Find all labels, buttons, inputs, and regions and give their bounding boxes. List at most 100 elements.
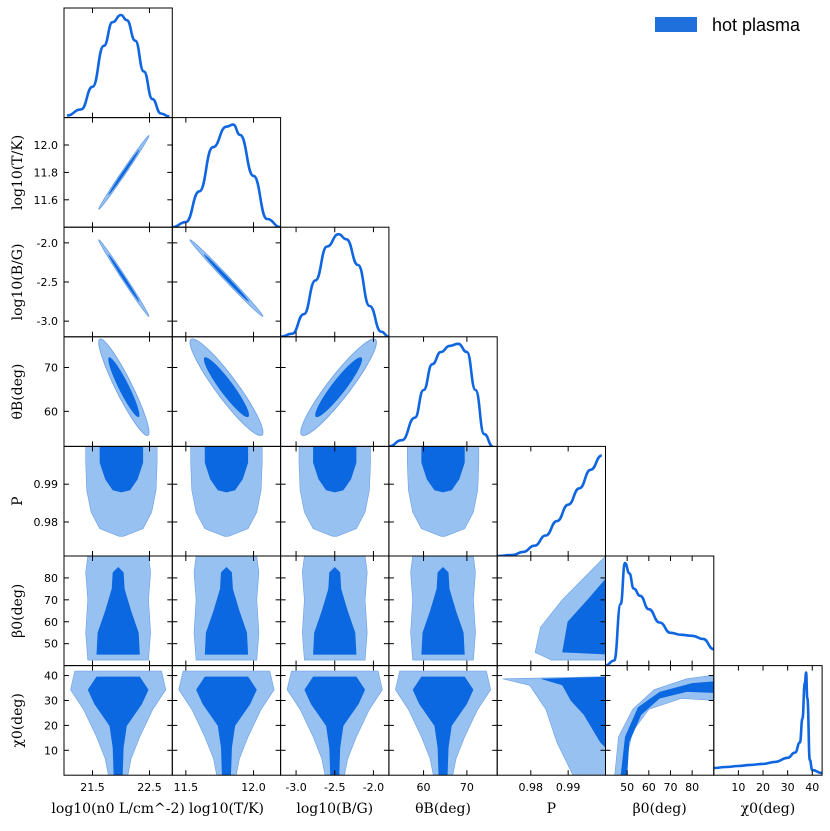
contour-logT-logB: [189, 239, 264, 317]
contour-logNL-thetaB: [98, 338, 150, 436]
x-tick-label: -2.0: [363, 781, 384, 794]
contour-68: [108, 149, 140, 196]
y-tick-label: -2.5: [37, 276, 58, 289]
contour-68: [108, 357, 140, 418]
x-axis-label-beta0: β0(deg): [633, 801, 687, 817]
marginal-curve-logT: [172, 123, 281, 228]
y-tick-label: 60: [44, 405, 58, 418]
contour-P-chi0: [502, 676, 606, 776]
y-tick-label: 11.8: [34, 166, 59, 179]
contour-logNL-logT: [98, 134, 150, 210]
contour-68: [203, 357, 249, 418]
contour-68: [620, 681, 714, 776]
x-axis-label-logT: log10(T/K): [189, 801, 264, 817]
marginal-curve-logNL: [66, 13, 170, 118]
contour-68: [204, 446, 249, 493]
x-tick-label: 40: [805, 781, 819, 794]
contour-logB-thetaB: [300, 338, 377, 436]
x-tick-label: 30: [781, 781, 795, 794]
x-tick-label: -3.0: [285, 781, 306, 794]
y-axis-label-logB: log10(B/G): [10, 244, 26, 321]
y-tick-label: 70: [44, 594, 58, 607]
y-tick-label: -3.0: [37, 315, 58, 328]
marginal-logNL: [66, 13, 170, 118]
legend-label: hot plasma: [712, 15, 801, 35]
contour-68: [562, 578, 606, 655]
contour-logT-chi0: [178, 670, 275, 776]
x-tick-label: 21.5: [80, 781, 105, 794]
x-tick-label: 20: [756, 781, 770, 794]
marginal-curve-beta0: [605, 561, 714, 666]
contour-68: [313, 446, 357, 493]
contour-logNL-logB: [98, 239, 150, 317]
x-axis-label-thetaB: θB(deg): [415, 801, 471, 817]
contour-logNL-chi0: [70, 670, 167, 776]
panel-frame: [63, 117, 173, 228]
y-axis-label-beta0: β0(deg): [10, 584, 26, 638]
contour-68: [540, 676, 606, 748]
y-tick-label: 80: [44, 572, 58, 585]
x-tick-label: 80: [685, 781, 699, 794]
contour-logB-beta0: [301, 556, 368, 661]
y-tick-label: 20: [44, 719, 58, 732]
contour-logB-chi0: [286, 670, 383, 776]
contour-P-beta0: [534, 556, 606, 661]
y-axis-label-chi0: χ0(deg): [10, 693, 26, 748]
panel-frame: [171, 117, 282, 228]
x-axis-label-logNL: log10(n0 L/cm^-2): [51, 801, 184, 817]
x-tick-label: 60: [642, 781, 656, 794]
marginal-logB: [280, 232, 389, 337]
y-tick-label: 12.0: [34, 139, 59, 152]
contour-beta0-chi0: [614, 674, 714, 776]
y-tick-label: 11.6: [34, 194, 59, 207]
marginal-curve-P: [497, 454, 603, 556]
y-tick-label: -2.0: [37, 237, 58, 250]
contour-68: [412, 676, 474, 776]
legend-swatch: [655, 17, 697, 32]
x-tick-label: 11.5: [174, 781, 199, 794]
marginal-P: [497, 454, 603, 556]
y-tick-label: 60: [44, 616, 58, 629]
y-tick-label: 30: [44, 694, 58, 707]
marginal-curve-thetaB: [388, 342, 494, 447]
contour-logNL-beta0: [85, 556, 151, 661]
x-tick-label: 10: [731, 781, 745, 794]
x-tick-label: 0.99: [556, 781, 581, 794]
contour-68: [204, 567, 249, 655]
contour-68: [108, 254, 140, 302]
marginal-curve-chi0: [713, 671, 823, 775]
y-tick-label: 0.98: [34, 516, 59, 529]
contour-68: [203, 254, 249, 302]
panel-frame: [605, 555, 715, 667]
y-tick-label: 40: [44, 670, 58, 683]
x-tick-label: 70: [460, 781, 474, 794]
x-axis-label-chi0: χ0(deg): [741, 801, 796, 817]
contour-logB-P: [298, 446, 371, 537]
contour-68: [421, 567, 465, 655]
x-axis-label-P: P: [547, 801, 556, 817]
y-tick-label: 0.99: [34, 478, 59, 491]
contour-68: [421, 446, 465, 493]
x-axis-label-logB: log10(B/G): [296, 801, 373, 817]
panel-frame: [63, 226, 173, 338]
contour-logT-beta0: [193, 556, 260, 661]
contour-68: [196, 676, 257, 776]
contour-thetaB-beta0: [410, 556, 476, 661]
contour-68: [96, 567, 140, 655]
panel-frame: [713, 665, 823, 776]
x-tick-label: 70: [663, 781, 677, 794]
x-tick-label: 0.98: [519, 781, 544, 794]
marginal-thetaB: [388, 342, 494, 447]
y-axis-label-thetaB: θB(deg): [10, 364, 26, 420]
contour-logNL-P: [85, 446, 158, 537]
y-tick-label: 70: [44, 361, 58, 374]
contour-thetaB-P: [406, 446, 480, 537]
x-tick-label: -2.5: [324, 781, 345, 794]
x-tick-label: 60: [417, 781, 431, 794]
contour-thetaB-chi0: [395, 670, 492, 776]
contour-logT-thetaB: [189, 338, 264, 436]
contour-logT-P: [190, 446, 263, 537]
y-tick-label: 10: [44, 744, 58, 757]
panel-frame: [496, 445, 607, 557]
